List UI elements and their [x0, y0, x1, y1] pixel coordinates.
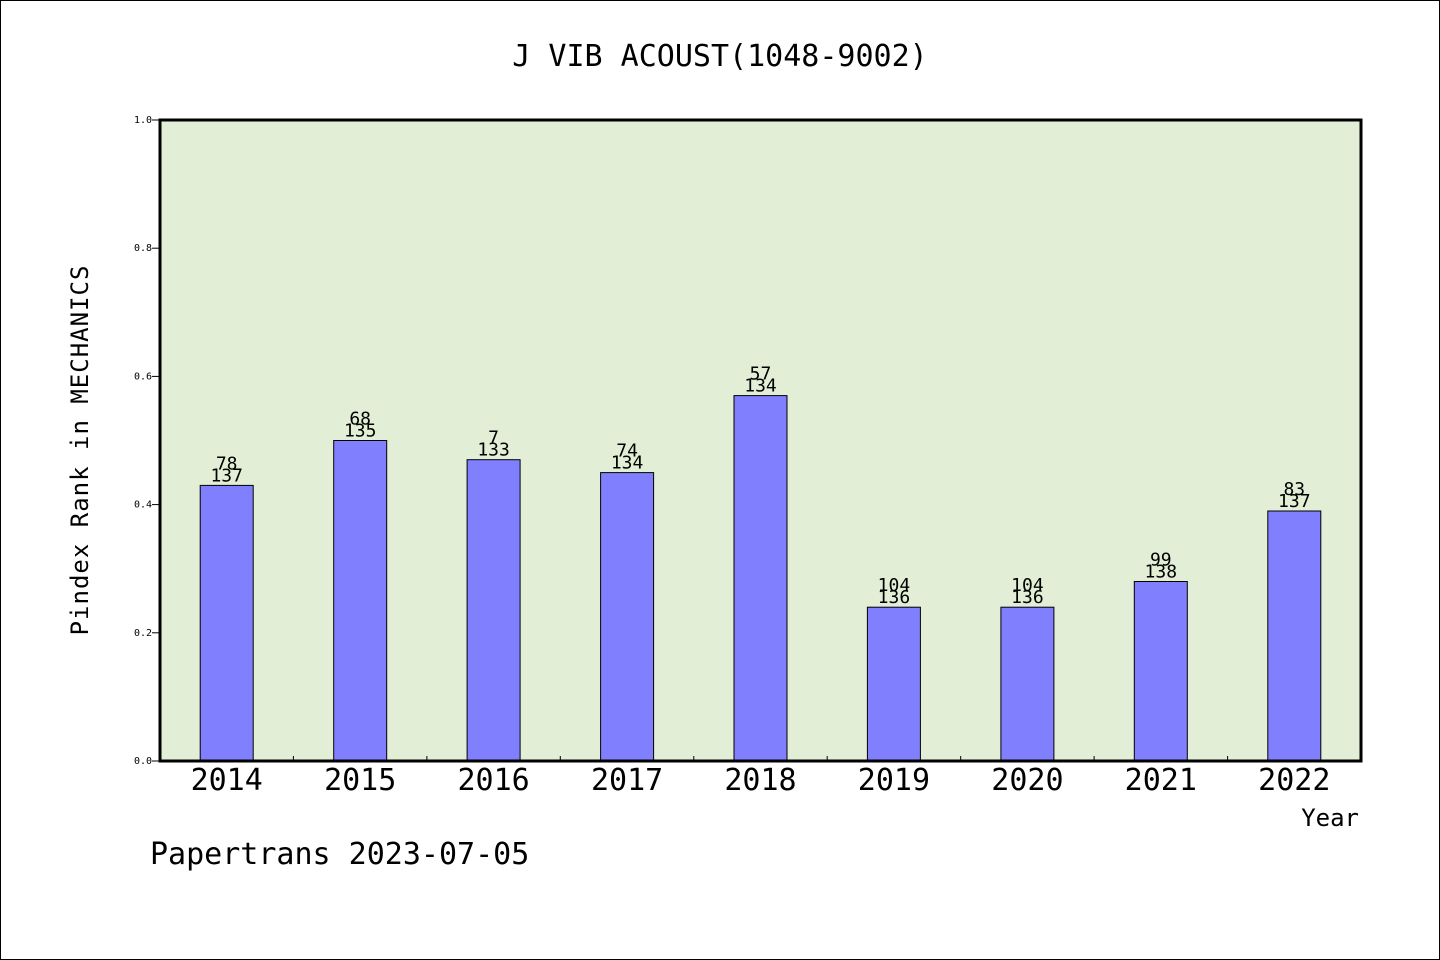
- plot-border: [158, 118, 1363, 763]
- bar-2014: [199, 484, 254, 762]
- bar-2021: [1133, 581, 1188, 762]
- y-tick-label: 0.8: [134, 243, 152, 254]
- bar-rank-label-2019: 104: [878, 575, 911, 596]
- y-tick-label: 0.0: [134, 756, 152, 767]
- y-tick-label: 0.2: [134, 628, 152, 639]
- bar-2016: [466, 459, 521, 762]
- x-tick-label-2015: 2015: [324, 763, 396, 798]
- bar-total-label-2019: 136: [878, 587, 911, 608]
- bar-total-label-2016: 133: [477, 440, 510, 461]
- bar-rank-label-2021: 99: [1150, 550, 1172, 571]
- bar-rank-label-2017: 74: [616, 441, 638, 462]
- bar-total-label-2020: 136: [1011, 587, 1044, 608]
- y-tick-label: 0.4: [134, 500, 152, 511]
- x-tick-label-2018: 2018: [724, 763, 796, 798]
- bars-layer: [199, 395, 1322, 762]
- x-tick-label-2021: 2021: [1125, 763, 1197, 798]
- bar-rank-label-2014: 78: [216, 453, 238, 474]
- x-tick-label-2020: 2020: [991, 763, 1063, 798]
- bar-2019: [866, 606, 921, 762]
- x-tick-label-2019: 2019: [858, 763, 930, 798]
- footer-credit: Papertrans 2023-07-05: [150, 837, 529, 872]
- chart-title: J VIB ACOUST(1048-9002): [512, 39, 927, 74]
- bar-2017: [600, 472, 655, 762]
- x-axis: 2014 2015 2016 2017 2018 2019 2020 2021 2022: [191, 756, 1330, 798]
- bar-2018: [733, 395, 788, 762]
- bar-rank-label-2020: 104: [1011, 575, 1044, 596]
- bar-total-label-2014: 137: [210, 465, 243, 486]
- bar-total-label-2018: 134: [744, 376, 777, 397]
- x-tick-label-2014: 2014: [191, 763, 263, 798]
- bar-2022: [1267, 510, 1322, 762]
- bar-rank-label-2018: 57: [750, 364, 772, 385]
- x-axis-label: Year: [1301, 804, 1359, 832]
- x-tick-label-2017: 2017: [591, 763, 663, 798]
- bar-rank-label-2022: 83: [1283, 479, 1305, 500]
- bar-rank-label-2016: 7: [488, 428, 499, 449]
- bar-2020: [1000, 606, 1055, 762]
- bar-total-label-2015: 135: [344, 421, 377, 442]
- bar-rank-label-2015: 68: [349, 409, 371, 430]
- bar-2015: [333, 440, 388, 762]
- y-tick-label: 0.6: [134, 371, 152, 382]
- y-axis: 0.0 0.2 0.4 0.6 0.8 1.0: [134, 115, 160, 767]
- x-tick-label-2022: 2022: [1258, 763, 1330, 798]
- bar-total-label-2021: 138: [1145, 562, 1178, 583]
- y-axis-label: Pindex Rank in MECHANICS: [66, 265, 94, 636]
- bar-total-label-2017: 134: [611, 453, 644, 474]
- x-tick-label-2016: 2016: [457, 763, 529, 798]
- y-tick-label: 1.0: [134, 115, 152, 126]
- bar-total-label-2022: 137: [1278, 491, 1311, 512]
